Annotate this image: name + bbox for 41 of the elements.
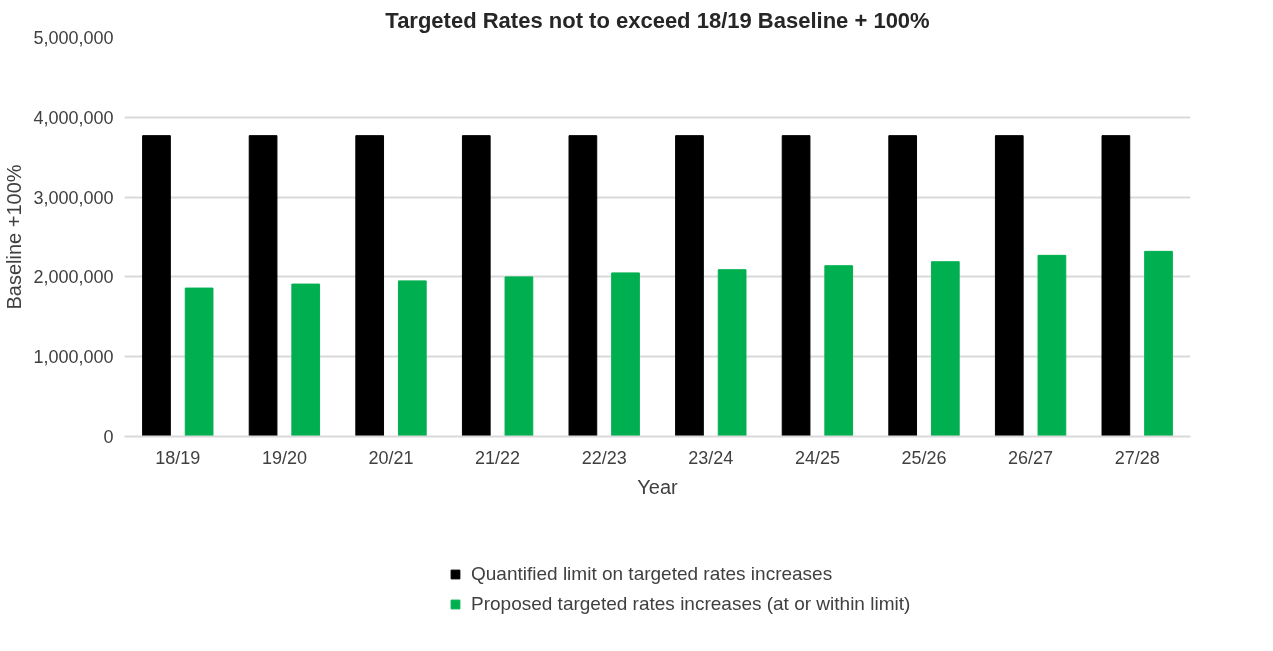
bar	[142, 135, 171, 437]
x-tick-label: 25/26	[901, 447, 947, 468]
bar	[184, 287, 214, 437]
chart-title: Targeted Rates not to exceed 18/19 Baseline + 100%	[385, 7, 930, 33]
y-tick-label: 1,000,000	[33, 347, 114, 368]
x-tick-label: 23/24	[688, 447, 734, 468]
bar	[291, 283, 321, 437]
x-tick-label: 22/23	[581, 447, 627, 468]
bar	[717, 269, 747, 437]
bar	[1101, 135, 1131, 437]
bar	[994, 135, 1024, 437]
bar	[568, 135, 598, 437]
bar	[675, 135, 704, 437]
bar	[461, 135, 491, 437]
legend-label: Quantified limit on targeted rates increases	[471, 563, 833, 585]
y-tick-label: 3,000,000	[33, 187, 114, 208]
x-tick-label: 27/28	[1114, 447, 1160, 468]
bar	[1037, 254, 1067, 437]
x-axis-title: Year	[637, 475, 679, 498]
bar	[504, 276, 534, 437]
y-tick-label: 0	[103, 427, 114, 447]
bar	[1144, 250, 1173, 437]
y-tick-label: 4,000,000	[33, 107, 114, 128]
y-tick-label: 2,000,000	[33, 267, 114, 288]
x-tick-label: 20/21	[368, 447, 414, 468]
bar	[248, 135, 278, 437]
y-axis-title: Baseline +100%	[3, 164, 26, 310]
x-tick-label: 21/22	[475, 447, 521, 468]
bar	[781, 135, 811, 437]
bar	[930, 261, 960, 437]
legend-label: Proposed targeted rates increases (at or within limit)	[471, 593, 911, 615]
bar	[397, 280, 427, 437]
x-tick-label: 26/27	[1008, 447, 1054, 468]
bar	[888, 135, 918, 437]
x-tick-label: 18/19	[155, 447, 201, 468]
bar	[355, 135, 385, 437]
bar	[611, 272, 640, 437]
bar	[824, 265, 854, 437]
x-tick-label: 19/20	[261, 447, 307, 468]
y-tick-label: 5,000,000	[33, 28, 114, 48]
x-tick-label: 24/25	[794, 447, 840, 468]
